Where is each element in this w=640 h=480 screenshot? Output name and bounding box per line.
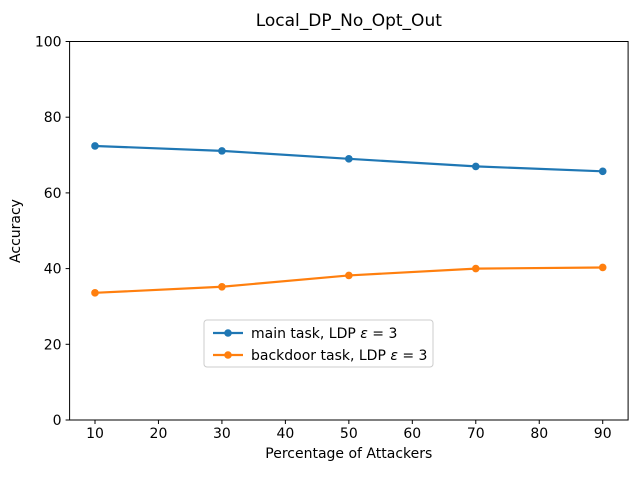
series-0-marker (218, 147, 226, 155)
y-tick-label: 40 (44, 262, 62, 278)
series-0-marker (598, 167, 607, 176)
series-0-marker (91, 142, 99, 150)
y-tick-label: 20 (44, 337, 62, 353)
x-tick-label: 10 (86, 426, 104, 442)
series-0-marker (345, 155, 353, 163)
x-tick-label: 20 (150, 426, 168, 442)
series-1-marker (598, 263, 607, 272)
x-tick-label: 60 (403, 426, 421, 442)
series-0-marker (471, 162, 480, 171)
legend-box (203, 319, 434, 368)
legend-label-1: backdoor task, LDP ε = 3 (251, 348, 427, 364)
y-axis-label: Accuracy (8, 199, 24, 263)
x-tick-label: 40 (276, 426, 294, 442)
legend-sample-marker-1 (224, 351, 232, 359)
legend-label-0: main task, LDP ε = 3 (251, 326, 397, 342)
x-tick-label: 80 (530, 426, 548, 442)
x-tick-label: 70 (467, 426, 485, 442)
series-1-marker (471, 264, 480, 273)
chart-title: Local_DP_No_Opt_Out (256, 11, 443, 31)
legend-sample-marker-0 (224, 329, 232, 337)
series-1-marker (218, 282, 226, 291)
y-tick-label: 80 (44, 110, 62, 126)
x-tick-label: 90 (594, 426, 612, 442)
x-axis-label: Percentage of Attackers (265, 446, 432, 462)
y-tick-label: 0 (53, 413, 62, 429)
legend: main task, LDP ε = 3 backdoor task, LDP ε… (203, 319, 434, 368)
x-tick-label: 30 (213, 426, 231, 442)
series-1-marker (345, 271, 353, 280)
x-tick-label: 50 (340, 426, 358, 442)
y-tick-label: 100 (35, 35, 62, 51)
y-tick-label: 60 (44, 186, 62, 202)
axes-layer: 10 20 30 40 50 60 70 80 90 0 20 40 60 80 100 (35, 35, 629, 442)
series-layer (91, 142, 607, 297)
series-1-marker (91, 289, 99, 297)
series-line-1 (93, 266, 604, 294)
